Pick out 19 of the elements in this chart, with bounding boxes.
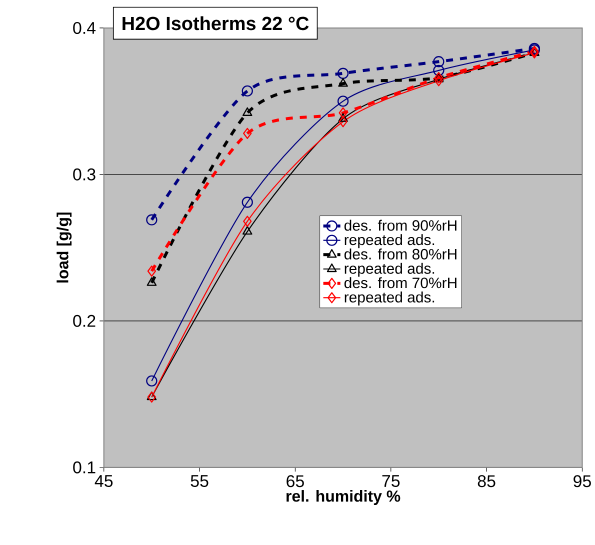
x-tick-label: 75 xyxy=(382,475,400,487)
legend-label: des. from 90%rH xyxy=(344,220,456,231)
legend-label: repeated ads. xyxy=(344,234,434,248)
legend-label: des. from 70%rH xyxy=(344,277,456,288)
x-axis-title: rel. humidity % xyxy=(286,490,400,505)
y-tick-label: 0.3 xyxy=(73,168,96,180)
legend-label: repeated ads. xyxy=(344,262,434,277)
y-tick-label: 0.2 xyxy=(73,314,96,327)
x-tick-label: 45 xyxy=(94,475,113,487)
y-tick-label: 0.4 xyxy=(73,22,96,34)
legend-label: des. from 80%rH xyxy=(344,248,456,260)
chart-title: H2O Isotherms 22 °C xyxy=(122,16,309,30)
x-tick-label: 85 xyxy=(478,475,496,488)
x-tick-label: 55 xyxy=(190,475,208,487)
y-tick-label: 0.1 xyxy=(73,461,96,474)
legend-label: repeated ads. xyxy=(344,291,434,306)
x-tick-label: 95 xyxy=(574,475,591,488)
y-axis-title: load [g/g] xyxy=(56,212,72,282)
x-tick-label: 65 xyxy=(286,475,304,488)
